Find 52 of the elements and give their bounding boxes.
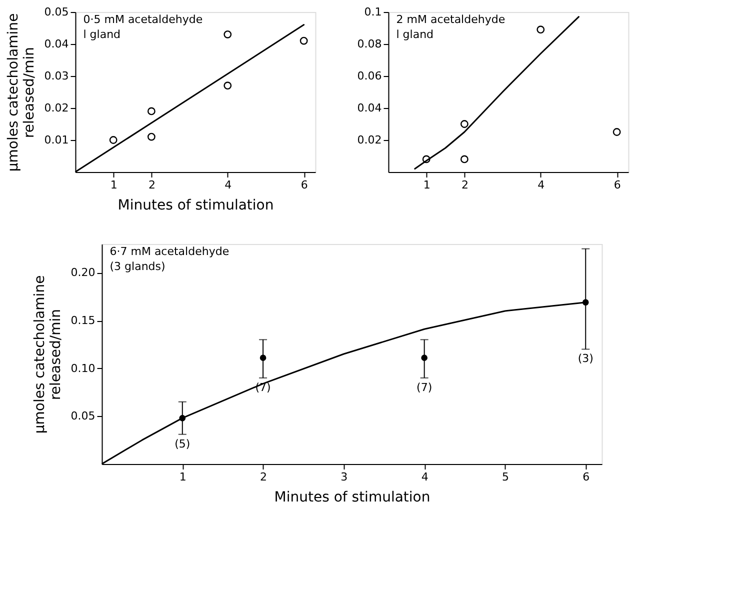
- y-axis-title: μmoles catecholamine released/min: [32, 275, 64, 434]
- y-tick-label: 0.10: [70, 362, 96, 375]
- annotation: l gland: [396, 28, 434, 41]
- point: [224, 82, 232, 90]
- annotation: l gland: [83, 28, 121, 41]
- x-tick-label: 6: [582, 470, 590, 484]
- point: [612, 128, 621, 136]
- x-tick-label: 2: [148, 178, 156, 192]
- y-tick-label: 0.03: [44, 70, 69, 82]
- point: [147, 107, 156, 116]
- annotation: (7): [416, 380, 432, 394]
- x-tick-label: 2: [260, 470, 268, 484]
- x-tick-label: 3: [340, 470, 348, 484]
- y-tick-label: 0.02: [44, 102, 69, 114]
- annotation: 0·5 mM acetaldehyde: [83, 13, 203, 26]
- point: [109, 136, 118, 144]
- annotation: (5): [174, 437, 190, 450]
- y-tick-label: 0.05: [44, 6, 69, 18]
- x-tick-label: 4: [421, 470, 428, 484]
- x-tick-label: 4: [224, 178, 232, 192]
- x-axis-title: Minutes of stimulation: [274, 490, 430, 506]
- point: [147, 132, 156, 141]
- y-tick-label: 0.15: [70, 314, 96, 328]
- y-axis-title: μmoles catecholamine released/min: [5, 13, 38, 172]
- x-tick-label: 6: [614, 178, 621, 192]
- y-tick-label: 0.20: [70, 266, 96, 280]
- x-tick-label: 1: [110, 178, 118, 192]
- y-tick-label: 0.04: [44, 38, 69, 50]
- annotation: (3): [578, 352, 594, 366]
- x-tick-label: 6: [300, 178, 308, 192]
- annotation: (3 glands): [110, 260, 166, 273]
- annotation: 2 mM acetaldehyde: [396, 13, 506, 26]
- point: [460, 155, 468, 164]
- y-tick-label: 0.04: [357, 102, 382, 114]
- y-tick-label: 0.05: [70, 410, 96, 423]
- x-tick-label: 1: [423, 178, 430, 192]
- y-tick-label: 0.08: [357, 38, 382, 50]
- point: [460, 120, 468, 128]
- y-tick-label: 0.02: [357, 134, 382, 146]
- point: [422, 155, 430, 164]
- point: [300, 36, 308, 45]
- y-tick-label: 0.01: [44, 134, 69, 146]
- annotation: 6·7 mM acetaldehyde: [110, 245, 230, 258]
- y-tick-label: 0.1: [364, 6, 382, 18]
- y-tick-label: 0.06: [357, 70, 382, 82]
- x-tick-label: 4: [538, 178, 545, 192]
- x-axis-title: Minutes of stimulation: [118, 198, 274, 214]
- x-tick-label: 2: [461, 178, 468, 192]
- x-tick-label: 5: [502, 470, 509, 484]
- point: [536, 26, 545, 34]
- point: [224, 30, 232, 38]
- x-tick-label: 1: [179, 470, 186, 484]
